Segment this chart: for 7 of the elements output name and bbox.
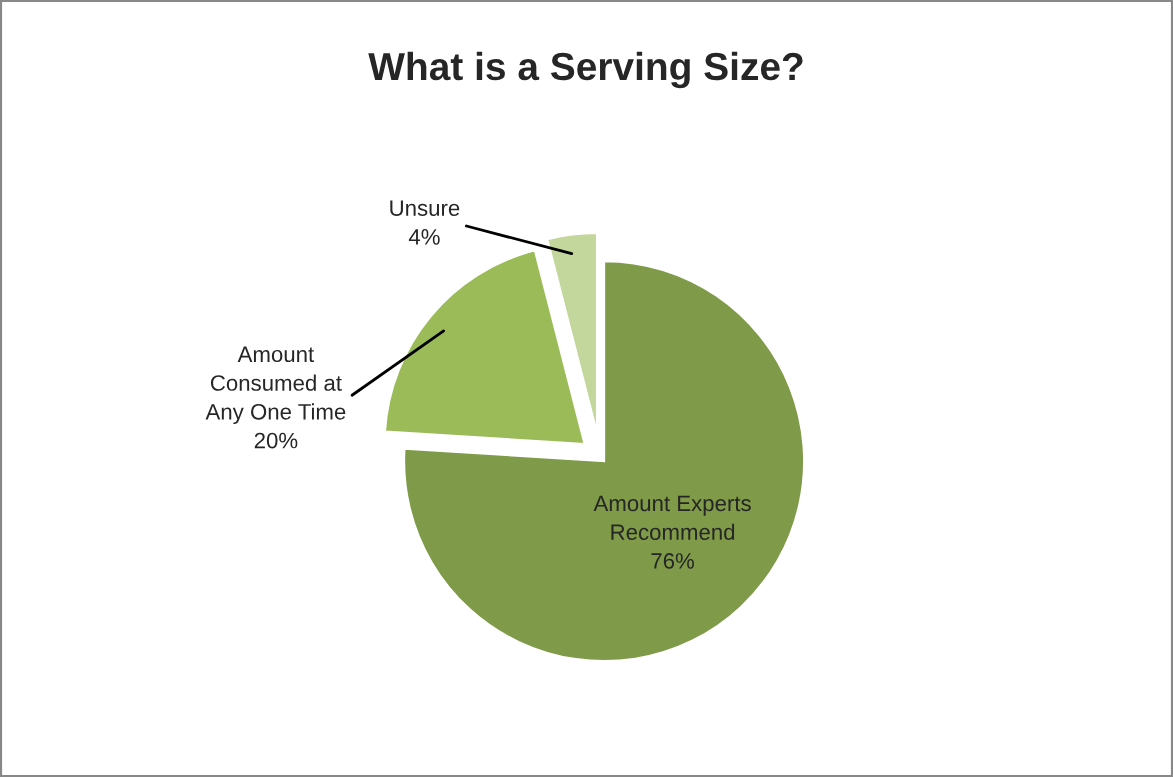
chart-title: What is a Serving Size? bbox=[368, 51, 803, 89]
data-label: 76% bbox=[651, 553, 695, 569]
data-label: 20% bbox=[254, 432, 298, 449]
slice-label: Unsure bbox=[390, 200, 460, 216]
data-label: 4% bbox=[408, 229, 440, 245]
slice-label: Amount Consumed at Any One Time bbox=[205, 346, 346, 425]
slice-label: Amount Experts Recommend bbox=[593, 495, 751, 541]
